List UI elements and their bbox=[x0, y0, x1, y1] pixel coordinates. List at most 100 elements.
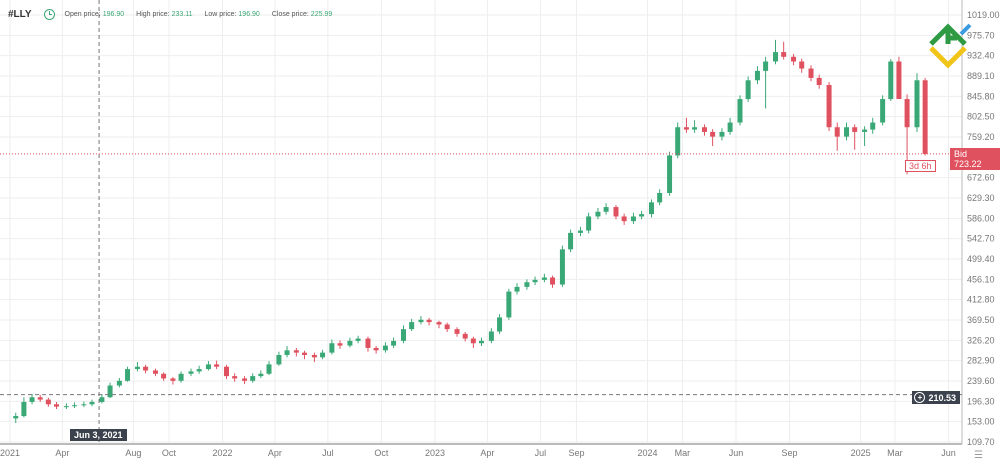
candle-body bbox=[409, 322, 415, 330]
candle-body bbox=[808, 68, 814, 78]
clock-icon[interactable] bbox=[43, 9, 55, 20]
candle-body bbox=[834, 127, 840, 137]
candle-body bbox=[21, 401, 27, 417]
candle-body bbox=[657, 192, 663, 203]
price-axis: 1019.00 975.70 932.40 889.10 845.80 802.50 759… bbox=[961, 0, 1000, 447]
symbol-header: #LLY Open price: 196.90 High price: 233.11… bbox=[8, 9, 344, 20]
candle-body bbox=[454, 329, 460, 334]
candle-body bbox=[250, 376, 256, 381]
litefinance-logo bbox=[929, 23, 972, 69]
candle-body bbox=[737, 99, 743, 123]
price-tick-label: 845.80 bbox=[967, 91, 995, 101]
candle-body bbox=[550, 277, 556, 285]
candle-body bbox=[710, 131, 716, 137]
candle-body bbox=[470, 338, 476, 344]
candle-body bbox=[586, 216, 592, 231]
candle-body bbox=[745, 80, 751, 100]
candle-body bbox=[29, 397, 35, 402]
high-label: High price: bbox=[136, 11, 170, 18]
candle-body bbox=[311, 354, 317, 358]
price-tick-label: 282.90 bbox=[967, 356, 995, 366]
candle-body bbox=[13, 416, 19, 419]
candle-body bbox=[373, 347, 379, 351]
candle-body bbox=[54, 404, 59, 407]
candle-body bbox=[436, 322, 442, 325]
bid-price-tag: Bid 723.22 bbox=[950, 148, 1000, 170]
price-tick-label: 759.20 bbox=[967, 132, 995, 142]
candle-body bbox=[754, 70, 760, 81]
price-tick-label: 975.70 bbox=[967, 30, 995, 40]
candle-body bbox=[284, 350, 290, 355]
candle-body bbox=[781, 52, 787, 57]
symbol-name[interactable]: #LLY bbox=[8, 9, 32, 20]
candle-body bbox=[337, 343, 343, 346]
candle-body bbox=[479, 340, 484, 344]
candle-body bbox=[568, 232, 574, 250]
time-tick-label: Aug bbox=[125, 448, 141, 458]
settings-icon[interactable]: ☰ bbox=[974, 450, 983, 461]
plus-icon[interactable]: + bbox=[914, 392, 926, 403]
close-value: 225.99 bbox=[310, 11, 333, 18]
price-tick-label: 629.30 bbox=[967, 193, 995, 203]
time-tick-label: Apr bbox=[480, 448, 494, 458]
candle-body bbox=[400, 329, 406, 341]
time-tick-label: Jun bbox=[729, 448, 744, 458]
candle-body bbox=[683, 127, 689, 130]
time-tick-label: Sep bbox=[782, 448, 798, 458]
candle-body bbox=[541, 277, 547, 280]
candle-body bbox=[391, 340, 397, 346]
crosshair-price-tag: +210.53 bbox=[912, 391, 960, 404]
candle-body bbox=[224, 366, 229, 377]
candle-body bbox=[365, 338, 371, 348]
candle-body bbox=[826, 84, 832, 128]
candle-body bbox=[125, 369, 131, 381]
candle-body bbox=[727, 122, 733, 132]
price-tick-label: 153.00 bbox=[967, 417, 995, 427]
candle-body bbox=[559, 249, 565, 285]
candle-body bbox=[116, 380, 122, 386]
candle-body bbox=[799, 61, 805, 69]
candle-body bbox=[701, 127, 707, 132]
candle-body bbox=[497, 317, 503, 332]
candle-body bbox=[302, 352, 308, 355]
candle-body bbox=[45, 399, 51, 405]
candle-timer: 3d 6h bbox=[905, 160, 936, 172]
time-tick-label: Oct bbox=[162, 448, 177, 458]
candle-body bbox=[844, 127, 850, 137]
time-tick-label: Mar bbox=[675, 448, 691, 458]
open-value: 196.90 bbox=[102, 11, 125, 18]
candle-body bbox=[205, 364, 211, 370]
crosshair-date-tag: Jun 3, 2021 bbox=[70, 429, 127, 441]
time-tick-label: 2025 bbox=[851, 448, 871, 458]
candle-body bbox=[266, 364, 272, 374]
price-tick-label: 1019.00 bbox=[967, 10, 1000, 20]
candle-body bbox=[347, 340, 353, 346]
time-tick-label: Jul bbox=[322, 448, 334, 458]
candle-body bbox=[232, 376, 238, 379]
price-tick-label: 889.10 bbox=[967, 71, 995, 81]
close-label: Close price: bbox=[271, 11, 309, 18]
candle-body bbox=[81, 404, 87, 406]
price-tick-label: 369.50 bbox=[967, 315, 995, 325]
price-tick-label: 802.50 bbox=[967, 112, 995, 122]
time-tick-label: 2024 bbox=[637, 448, 657, 458]
candle-body bbox=[852, 127, 858, 132]
time-tick-label: Apr bbox=[268, 448, 282, 458]
high-value: 233.11 bbox=[171, 11, 193, 18]
candle-body bbox=[816, 77, 822, 85]
price-tick-label: 499.40 bbox=[967, 254, 995, 264]
candle-body bbox=[134, 366, 140, 370]
candle-body bbox=[595, 211, 601, 217]
candle-body bbox=[276, 354, 282, 365]
candle-body bbox=[613, 207, 619, 217]
candle-body bbox=[675, 127, 681, 156]
overlay-lines bbox=[0, 0, 962, 442]
candle-body bbox=[692, 127, 698, 130]
time-tick-label: Mar bbox=[887, 448, 903, 458]
candle-body bbox=[603, 207, 609, 212]
price-tick-label: 672.60 bbox=[967, 173, 995, 183]
candle-body bbox=[320, 352, 326, 358]
candle-body bbox=[161, 373, 167, 379]
candle-body bbox=[862, 129, 868, 132]
